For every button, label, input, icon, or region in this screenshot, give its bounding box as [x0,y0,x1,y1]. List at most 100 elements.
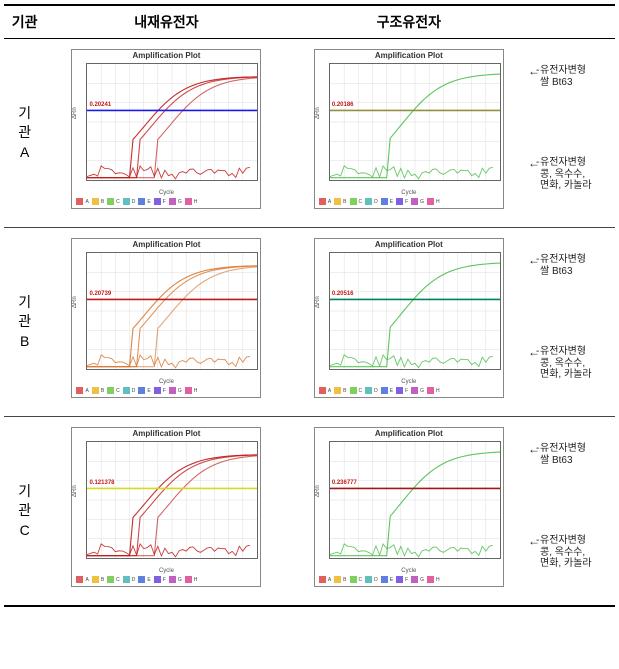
x-axis-label: Cycle [315,378,503,385]
annotation-crops: ← - 유전자변형콩, 옥수수,면화, 카놀라 [540,535,592,570]
legend: ABCDEFGH [72,385,260,397]
chart-title: Amplification Plot [72,428,260,439]
plot-area: 0.20241 [86,63,258,181]
legend-label: E [146,388,152,394]
legend-label: E [389,388,395,394]
threshold-value: 0.236777 [331,480,358,486]
legend-swatch [76,198,83,205]
chart-title: Amplification Plot [315,428,503,439]
amplification-plot-right-0: Amplification Plot ΔRn 0.20186 Cycle ABC… [314,49,504,209]
threshold-value: 0.121378 [88,480,115,486]
org-label: 기관B [4,228,45,417]
legend-label: B [342,388,348,394]
legend: ABCDEFGH [315,385,503,397]
amplification-plot-left-2: Amplification Plot ΔRn 0.121378 Cycle AB… [71,427,261,587]
legend-swatch [107,198,114,205]
legend-label: C [358,577,365,583]
legend-label: G [177,388,184,394]
legend-swatch [154,387,161,394]
annotation-text: 유전자변형쌀 Bt63 [540,443,586,466]
legend-swatch [319,576,326,583]
plot-area: 0.236777 [329,441,501,559]
amplification-plot-left-1: Amplification Plot ΔRn 0.20739 Cycle ABC… [71,238,261,398]
legend-swatch [381,576,388,583]
legend-swatch [396,387,403,394]
legend-label: D [131,388,138,394]
legend: ABCDEFGH [315,574,503,586]
x-axis-label: Cycle [72,567,260,574]
annotation-text: 유전자변형쌀 Bt63 [540,65,586,88]
legend-swatch [427,387,434,394]
plot-area: 0.20186 [329,63,501,181]
legend-swatch [123,576,130,583]
annotation-crops: ← - 유전자변형콩, 옥수수,면화, 카놀라 [540,346,592,381]
annotation-text: 유전자변형콩, 옥수수,면화, 카놀라 [540,157,592,191]
cell-annotation: ← - 유전자변형쌀 Bt63 ← - 유전자변형콩, 옥수수,면화, 카놀라 [530,228,615,417]
cell-annotation: ← - 유전자변형쌀 Bt63 ← - 유전자변형콩, 옥수수,면화, 카놀라 [530,417,615,607]
legend-label: F [162,388,168,394]
legend-label: G [177,199,184,205]
y-axis-label: ΔRn [72,296,78,308]
cell-endogenous: Amplification Plot ΔRn 0.20241 Cycle ABC… [45,39,287,228]
legend-swatch [396,198,403,205]
legend-swatch [92,576,99,583]
legend-swatch [138,576,145,583]
annotation-crops: ← - 유전자변형콩, 옥수수,면화, 카놀라 [540,157,592,192]
legend-label: E [389,199,395,205]
legend-swatch [138,387,145,394]
legend-label: A [327,577,333,583]
legend-swatch [319,387,326,394]
legend-swatch [365,387,372,394]
legend-label: B [100,388,106,394]
legend-label: F [162,199,168,205]
legend-label: D [373,388,380,394]
legend-label: A [84,199,90,205]
legend-label: C [358,199,365,205]
legend-label: H [193,577,200,583]
legend-label: C [115,388,122,394]
legend-swatch [138,198,145,205]
legend-swatch [123,198,130,205]
legend-swatch [76,387,83,394]
legend-swatch [411,198,418,205]
legend-label: C [358,388,365,394]
legend-swatch [185,198,192,205]
legend-label: G [419,577,426,583]
amplification-plot-right-2: Amplification Plot ΔRn 0.236777 Cycle AB… [314,427,504,587]
y-axis-label: ΔRn [315,296,321,308]
legend-swatch [92,198,99,205]
legend-swatch [169,576,176,583]
legend-label: C [115,577,122,583]
legend-label: A [84,577,90,583]
plot-area: 0.20739 [86,252,258,370]
legend-swatch [92,387,99,394]
legend-swatch [381,198,388,205]
legend-label: E [146,577,152,583]
org-label: 기관A [4,39,45,228]
legend-label: G [177,577,184,583]
legend-label: G [419,199,426,205]
legend-swatch [76,576,83,583]
x-axis-label: Cycle [72,189,260,196]
annotation-text: 유전자변형쌀 Bt63 [540,254,586,277]
header-annot [530,5,615,39]
legend-label: B [100,199,106,205]
legend-label: H [435,388,442,394]
plot-area: 0.121378 [86,441,258,559]
y-axis-label: ΔRn [315,485,321,497]
cell-structural: Amplification Plot ΔRn 0.236777 Cycle AB… [288,417,530,607]
legend-swatch [381,387,388,394]
y-axis-label: ΔRn [72,485,78,497]
legend-label: D [131,199,138,205]
chart-title: Amplification Plot [72,50,260,61]
plot-area: 0.20516 [329,252,501,370]
threshold-value: 0.20186 [331,102,355,108]
threshold-value: 0.20241 [88,102,112,108]
legend-label: H [193,199,200,205]
legend-label: H [435,577,442,583]
legend-swatch [350,387,357,394]
x-axis-label: Cycle [315,189,503,196]
legend-label: D [373,199,380,205]
legend-label: D [373,577,380,583]
legend-swatch [154,576,161,583]
